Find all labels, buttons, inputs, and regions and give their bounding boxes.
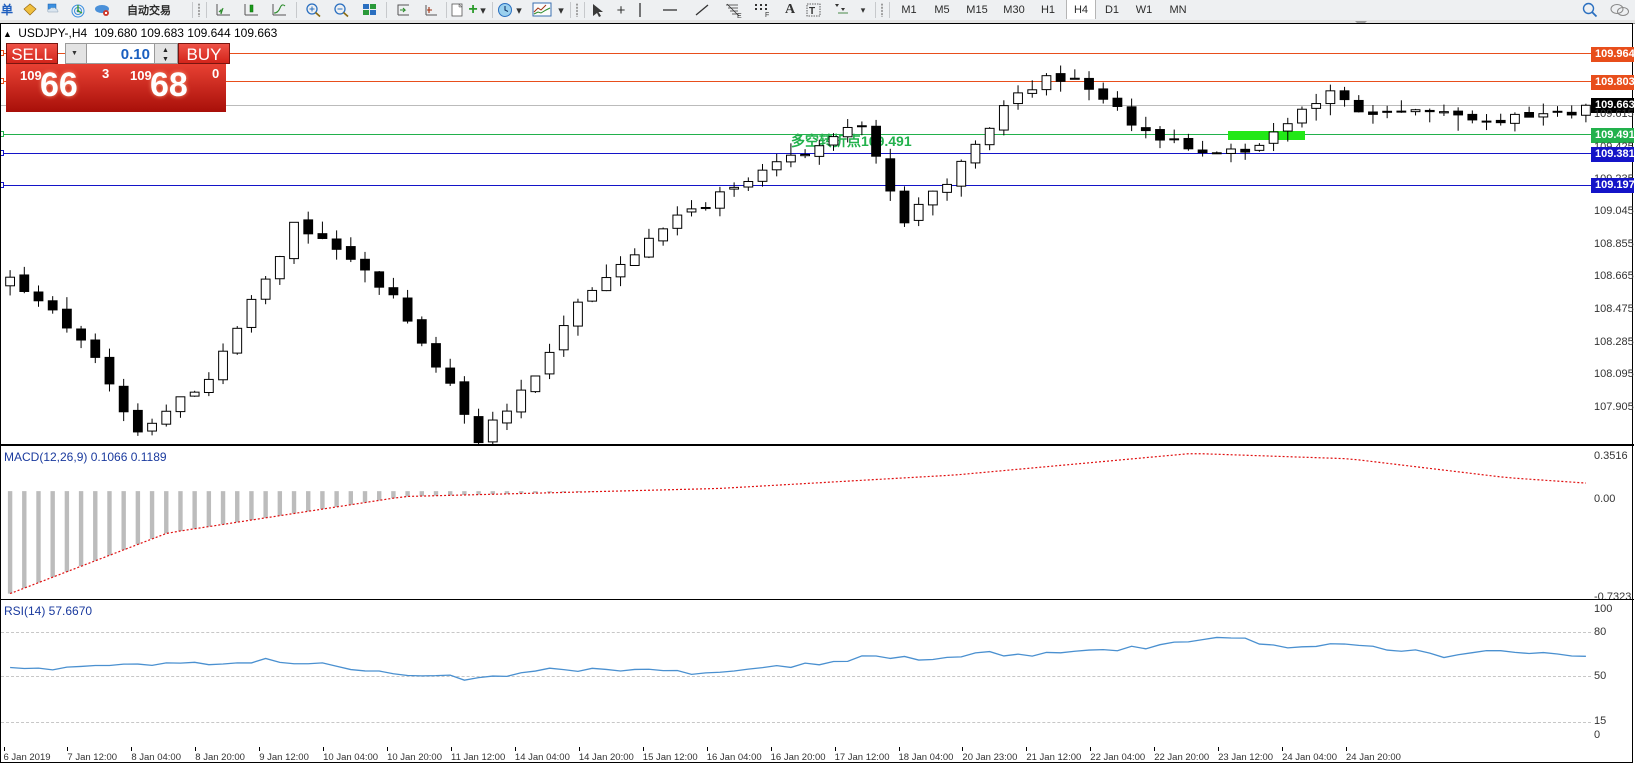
svg-text:单: 单 bbox=[1, 3, 13, 17]
svg-text:T: T bbox=[809, 6, 815, 17]
svg-text:F: F bbox=[765, 12, 769, 17]
svg-text:E: E bbox=[737, 13, 742, 18]
